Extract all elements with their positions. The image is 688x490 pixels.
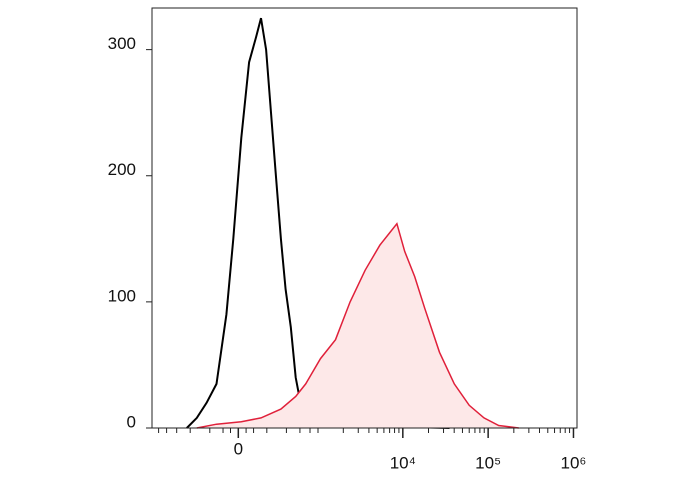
x-tick-label: 10⁵ (475, 453, 501, 472)
y-tick-label: 300 (108, 34, 136, 53)
x-tick-label: 10⁶ (561, 453, 587, 472)
x-tick-label: 10⁴ (390, 453, 416, 472)
y-tick-label: 200 (108, 160, 136, 179)
y-tick-label: 0 (127, 412, 136, 431)
area (196, 223, 519, 428)
plot-frame (151, 7, 578, 429)
histogram-line (196, 222, 519, 429)
x-tick-label: 0 (234, 439, 243, 458)
y-tick-label: 100 (108, 286, 136, 305)
